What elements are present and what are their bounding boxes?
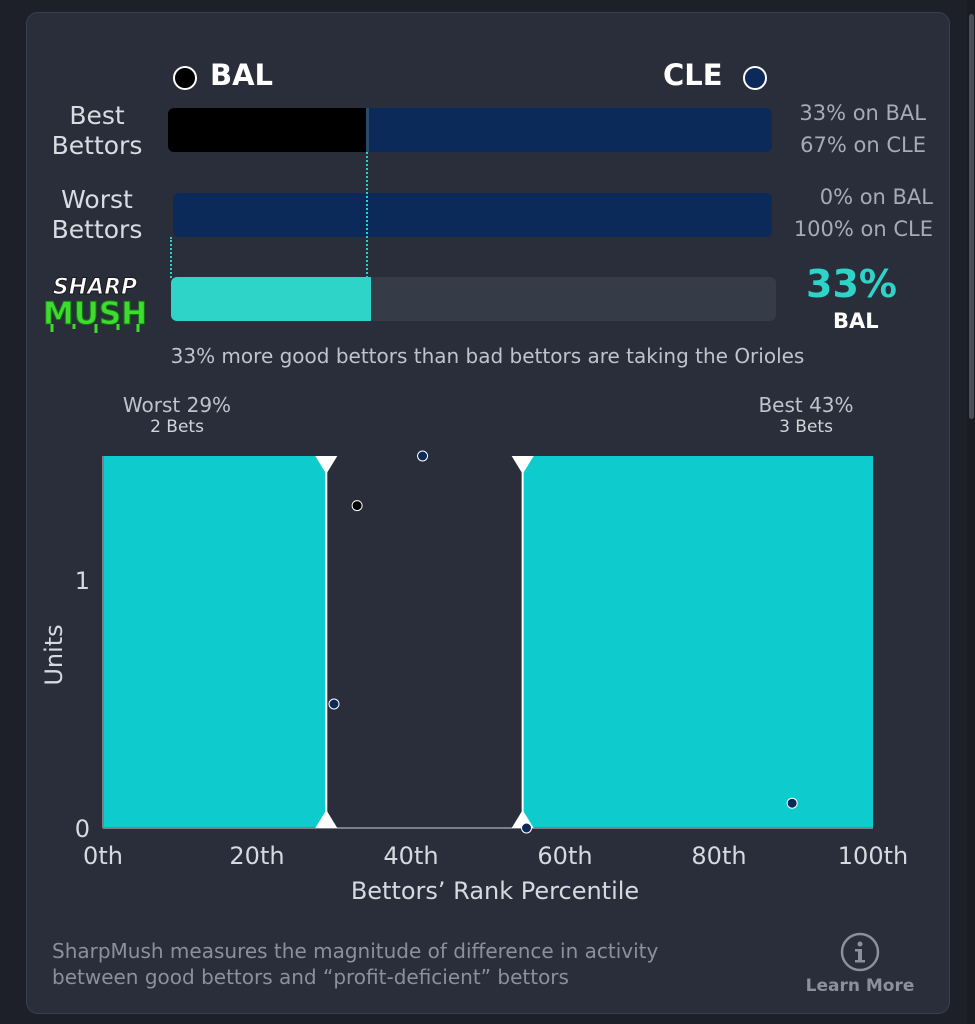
x-tick-label: 20th [229, 842, 284, 870]
units-percentile-chart: 0th 20th 40th 60th 80th 100th 0 1 [75, 450, 908, 870]
bet-point-bal [351, 500, 363, 512]
best-label-line2: Bettors [51, 131, 143, 160]
sharpmush-caption: 33% more good bettors than bad bettors a… [170, 344, 805, 368]
team-left-name: BAL [210, 58, 274, 92]
x-axis-title: Bettors’ Rank Percentile [350, 877, 640, 905]
best-region-label: Best 43% 3 Bets [731, 393, 881, 437]
bet-point-cle [521, 822, 532, 834]
logo-mush-text: MUSH [43, 296, 147, 332]
x-tick-label: 40th [383, 842, 438, 870]
scrollbar-track[interactable] [967, 0, 975, 1024]
marker-bottom-triangle-0 [315, 810, 338, 828]
footer-line2: between good bettors and “profit-deficie… [52, 965, 569, 989]
best-pct-text: 33% on BAL 67% on CLE [799, 97, 926, 161]
learn-more-link[interactable]: Learn More [801, 932, 919, 1002]
best-split-connector [366, 152, 369, 278]
sharpmush-percent: 33% [806, 262, 897, 306]
marker-top-triangle-0 [315, 456, 338, 474]
best-pct-line1: 33% on BAL [799, 101, 926, 125]
best-bar-divider [366, 108, 370, 152]
sharpmush-fill [171, 277, 371, 321]
x-tick-label: 0th [83, 842, 123, 870]
y-tick-label: 0 [75, 815, 90, 843]
x-tick-label: 100th [838, 842, 908, 870]
worst-bettors-bar [173, 193, 772, 237]
best-pct-line2: 67% on CLE [800, 133, 926, 157]
logo-sharp-text: SHARP [53, 275, 137, 300]
worst-pct-line2: 100% on CLE [793, 217, 933, 241]
sharpmush-team: BAL [833, 309, 879, 333]
y-tick-label: 1 [75, 567, 90, 595]
sharpmush-logo: SHARP MUSH [42, 275, 148, 333]
y-axis-title: Units [40, 624, 68, 686]
worst-split-connector [170, 237, 172, 278]
footer-line1: SharpMush measures the magnitude of diff… [52, 939, 659, 963]
footer-description: SharpMush measures the magnitude of diff… [52, 938, 658, 990]
worst-region-bets: 2 Bets [150, 417, 204, 437]
bet-point-cle [328, 698, 340, 710]
shaded-region-1 [522, 456, 873, 828]
x-tick-label: 60th [537, 842, 592, 870]
bet-point-cle [417, 450, 429, 462]
sharpmush-bar [171, 277, 776, 321]
best-bettors-label: Best Bettors [37, 101, 157, 161]
worst-pct-text: 0% on BAL 100% on CLE [794, 181, 933, 245]
best-region-title: Best 43% [758, 393, 854, 417]
info-icon [840, 932, 880, 972]
scrollbar-thumb[interactable] [969, 14, 974, 419]
worst-label-line1: Worst [61, 185, 133, 214]
best-bettors-bal-fill [168, 108, 368, 152]
bal-team-dot-icon [173, 66, 197, 90]
worst-bettors-label: Worst Bettors [37, 185, 157, 245]
best-label-line1: Best [69, 101, 125, 130]
cle-team-dot-icon [743, 66, 767, 90]
logo-drip-shape [50, 324, 140, 333]
team-right-name: CLE [663, 58, 723, 92]
best-region-bets: 3 Bets [779, 417, 833, 437]
learn-more-label: Learn More [805, 976, 915, 996]
marker-top-triangle-1 [511, 456, 534, 474]
best-bettors-bar [168, 108, 772, 152]
x-tick-label: 80th [691, 842, 746, 870]
bet-point-cle [786, 797, 798, 809]
worst-pct-line1: 0% on BAL [819, 185, 933, 209]
worst-region-title: Worst 29% [122, 393, 232, 417]
worst-region-label: Worst 29% 2 Bets [102, 393, 252, 437]
worst-label-line2: Bettors [51, 215, 143, 244]
shaded-region-0 [103, 456, 327, 828]
